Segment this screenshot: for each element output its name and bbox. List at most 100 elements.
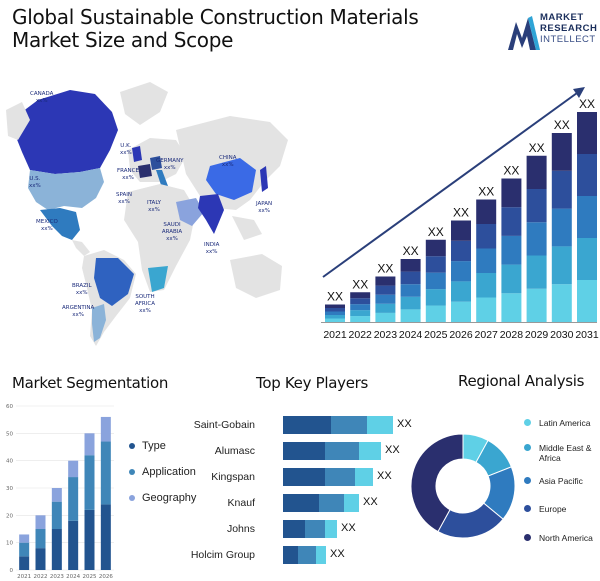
growth-year-label: 2022 — [349, 329, 373, 341]
key-player-bar-segment — [319, 494, 344, 512]
map-japan — [260, 166, 268, 192]
growth-bar-segment — [375, 285, 396, 295]
growth-value-label: XX — [327, 290, 343, 304]
regional-title: Regional Analysis — [458, 372, 585, 390]
map-label-spain: SPAIN xx% — [116, 192, 132, 205]
legend-dot-icon — [524, 505, 531, 512]
growth-bar-segment — [551, 208, 572, 247]
key-player-bar-segment — [283, 520, 305, 538]
growth-bar-segment — [325, 315, 345, 319]
growth-year-label: 2026 — [449, 329, 473, 341]
growth-bar-segment — [577, 196, 597, 238]
legend-dot-icon — [129, 495, 135, 501]
growth-bar-segment — [476, 248, 497, 273]
growth-bar-segment — [551, 170, 572, 209]
growth-year-label: 2025 — [424, 329, 448, 341]
regional-legend-label: Middle East & Africa — [539, 443, 592, 463]
segmentation-bar-segment — [19, 542, 30, 557]
growth-bar-segment — [425, 305, 446, 322]
segmentation-ytick: 30 — [6, 486, 13, 492]
growth-bar-segment — [350, 316, 371, 322]
growth-value-label: XX — [453, 206, 469, 220]
segmentation-bar-segment — [51, 501, 62, 529]
growth-year-label: 2027 — [475, 329, 499, 341]
growth-bar-segment — [425, 289, 446, 306]
regional-legend-item: Europe — [524, 504, 598, 514]
growth-value-label: XX — [377, 262, 393, 276]
map-canada — [14, 90, 118, 174]
segmentation-legend-geography: Geography — [129, 492, 196, 504]
segmentation-title: Market Segmentation — [12, 374, 169, 392]
map-south-africa — [148, 266, 168, 292]
map-saudi-arabia — [176, 198, 204, 226]
growth-bar-segment — [451, 261, 471, 282]
growth-bar-segment — [325, 304, 345, 308]
growth-bar-segment — [375, 294, 396, 304]
key-players-title: Top Key Players — [256, 374, 369, 392]
map-argentina — [92, 304, 106, 342]
segmentation-xtick: 2025 — [83, 574, 97, 580]
segmentation-bar-segment — [35, 548, 46, 570]
regional-legend-item: Latin America — [524, 418, 598, 428]
key-player-bar-segment — [325, 442, 359, 460]
segmentation-bar-segment — [19, 556, 30, 570]
logo-text-1: MARKET — [540, 12, 584, 23]
key-player-bar-segment — [283, 442, 325, 460]
legend-dot-icon — [129, 443, 135, 449]
growth-bar-segment — [501, 178, 522, 208]
logo-text-3: INTELLECT — [540, 34, 596, 45]
growth-bar-segment — [325, 311, 345, 315]
growth-bar-segment — [451, 240, 471, 262]
regional-legend-label: Latin America — [539, 418, 591, 428]
growth-bar-segment — [551, 246, 572, 285]
growth-bar-segment — [325, 318, 345, 322]
growth-value-label: XX — [529, 141, 545, 155]
growth-bar-segment — [425, 239, 446, 257]
legend-dot-icon — [524, 477, 531, 484]
growth-bar-segment — [350, 298, 371, 305]
growth-bar-segment — [400, 284, 421, 297]
segmentation-ytick: 20 — [6, 513, 13, 519]
regional-legend-label: Asia Pacific — [539, 476, 583, 486]
growth-year-label: 2023 — [374, 329, 398, 341]
growth-bar-segment — [451, 301, 471, 322]
growth-bar-segment — [526, 222, 547, 256]
growth-bar-segment — [350, 310, 371, 317]
segmentation-ytick: 50 — [6, 431, 13, 437]
growth-bar-segment — [451, 220, 471, 241]
map-label-argentina: ARGENTINA xx% — [62, 305, 95, 318]
map-label-italy: ITALY xx% — [147, 200, 162, 213]
page-title: Global Sustainable Construction Material… — [12, 5, 419, 52]
growth-year-label: 2030 — [550, 329, 574, 341]
segmentation-xtick: 2022 — [34, 574, 48, 580]
key-player-bar-segment — [344, 494, 359, 512]
map-uk — [132, 146, 142, 162]
regional-legend-item: Middle East & Africa — [524, 443, 598, 463]
map-label-saudi-arabia: SAUDI ARABIA xx% — [161, 222, 183, 242]
growth-bar-segment — [400, 309, 421, 322]
segmentation-ytick: 10 — [6, 541, 13, 547]
growth-value-label: XX — [403, 244, 419, 258]
map-france — [138, 164, 152, 178]
map-usa — [28, 168, 104, 210]
legend-dot-icon — [524, 534, 531, 541]
legend-dot-icon — [524, 444, 531, 451]
growth-year-label: 2021 — [323, 329, 347, 341]
segmentation-bar-segment — [35, 515, 46, 529]
key-player-bar-segment — [283, 546, 298, 564]
growth-bar-segment — [375, 312, 396, 322]
key-player-value-label: XX — [377, 470, 392, 482]
map-label-china: CHINA xx% — [219, 155, 237, 168]
growth-value-label: XX — [503, 164, 519, 178]
growth-year-label: 2028 — [500, 329, 524, 341]
segmentation-bar-segment — [19, 534, 30, 543]
growth-bar-segment — [451, 281, 471, 302]
key-player-value-label: XX — [385, 444, 400, 456]
growth-bar-segment — [375, 303, 396, 313]
growth-bar-segment — [350, 304, 371, 311]
map-germany — [150, 156, 162, 170]
regional-legend-label: Europe — [539, 504, 567, 514]
growth-year-label: 2029 — [525, 329, 549, 341]
growth-bar-segment — [325, 308, 345, 312]
growth-bar-segment — [400, 296, 421, 310]
